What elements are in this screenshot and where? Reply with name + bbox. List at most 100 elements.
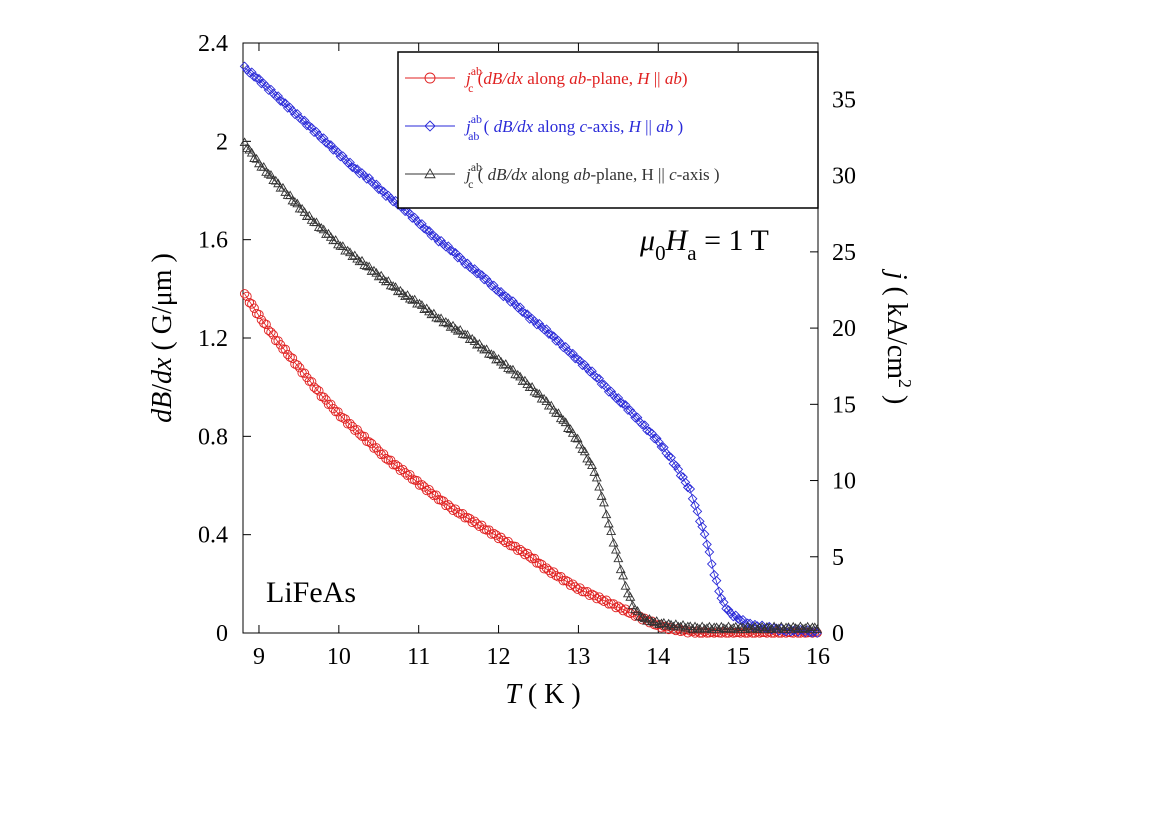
data-point-1-78 — [426, 230, 437, 241]
data-point-2-84 — [440, 317, 451, 326]
data-point-0-134 — [560, 575, 571, 586]
data-point-1-204 — [728, 611, 739, 622]
data-point-0-157 — [616, 603, 626, 613]
data-point-2-161 — [625, 592, 636, 601]
data-point-1-101 — [481, 274, 492, 284]
data-point-1-105 — [491, 285, 501, 295]
data-point-1-141 — [577, 360, 588, 371]
data-point-1-114 — [512, 302, 523, 313]
data-point-0-127 — [544, 565, 554, 576]
data-point-1-192 — [699, 529, 710, 539]
data-point-1-174 — [656, 442, 667, 452]
data-point-2-239 — [812, 624, 823, 634]
data-point-1-162 — [627, 408, 638, 419]
data-point-0-30 — [311, 384, 322, 394]
data-point-0-128 — [546, 568, 556, 578]
data-point-2-83 — [438, 317, 449, 327]
data-point-2-215 — [754, 622, 765, 632]
data-point-2-132 — [555, 413, 566, 423]
data-point-0-8 — [259, 318, 269, 328]
data-point-1-129 — [548, 331, 559, 342]
series-2 — [239, 137, 823, 634]
data-point-1-205 — [730, 610, 741, 621]
data-point-1-54 — [369, 179, 379, 190]
data-point-1-125 — [539, 324, 549, 335]
data-point-1-177 — [663, 451, 674, 461]
data-point-1-39 — [333, 147, 343, 158]
data-point-2-165 — [634, 611, 645, 621]
data-point-0-36 — [326, 399, 336, 409]
data-point-2-115 — [515, 371, 526, 381]
legend-label-2: jab c ( dB/dx along ab-plane, H || c-axis… — [464, 160, 720, 191]
data-point-1-203 — [726, 608, 736, 619]
data-point-1-184 — [680, 477, 691, 488]
data-point-0-97 — [472, 519, 482, 529]
data-point-1-24 — [297, 115, 307, 126]
data-point-2-152 — [603, 518, 614, 528]
data-point-1-15 — [275, 96, 286, 106]
data-point-2-121 — [529, 386, 540, 396]
data-point-0-146 — [589, 590, 600, 601]
data-point-2-192 — [699, 623, 710, 633]
data-point-1-186 — [685, 484, 696, 494]
data-point-1-46 — [349, 163, 360, 174]
data-point-1-34 — [321, 137, 331, 148]
data-point-1-58 — [378, 186, 389, 197]
data-point-1-106 — [493, 286, 504, 297]
legend-box — [397, 51, 819, 209]
x-tick-label-7: 16 — [806, 644, 830, 670]
data-point-1-40 — [335, 151, 346, 162]
data-point-1-6 — [254, 73, 264, 84]
data-point-1-82 — [436, 235, 446, 246]
data-point-1-59 — [381, 191, 391, 201]
data-point-2-146 — [589, 467, 600, 476]
data-point-1-37 — [328, 145, 339, 155]
data-point-2-82 — [436, 313, 447, 323]
data-point-2-43 — [342, 245, 353, 255]
data-point-2-229 — [788, 621, 799, 631]
data-point-1-166 — [637, 419, 648, 430]
data-point-1-4 — [249, 71, 260, 82]
data-point-2-38 — [330, 235, 341, 244]
data-point-1-73 — [414, 219, 425, 230]
data-point-2-16 — [277, 182, 288, 192]
data-point-2-5 — [251, 153, 262, 163]
data-point-0-62 — [388, 460, 398, 470]
data-point-0-63 — [390, 460, 401, 470]
data-point-1-168 — [642, 425, 652, 436]
data-point-1-167 — [639, 420, 650, 431]
data-point-2-135 — [563, 423, 574, 432]
data-point-0-118 — [522, 548, 532, 559]
data-point-1-210 — [742, 618, 753, 629]
data-point-1-152 — [603, 386, 614, 397]
data-point-1-201 — [721, 603, 731, 614]
data-point-0-48 — [354, 429, 365, 439]
data-point-1-55 — [371, 179, 382, 190]
legend-marker-0 — [424, 72, 436, 84]
data-point-2-153 — [606, 526, 617, 535]
sample-label: LiFeAs — [266, 576, 356, 609]
data-point-1-189 — [692, 506, 703, 517]
data-point-1-170 — [647, 428, 657, 439]
data-point-2-52 — [364, 261, 375, 271]
data-point-0-98 — [474, 521, 485, 532]
data-point-2-64 — [392, 286, 403, 296]
data-point-1-99 — [476, 270, 487, 280]
data-point-0-44 — [345, 418, 355, 429]
data-point-2-0 — [239, 137, 250, 147]
data-point-1-88 — [450, 248, 461, 258]
data-point-2-56 — [373, 271, 384, 281]
field-annotation: μ0Ha = 1 T — [639, 224, 769, 265]
data-point-2-238 — [809, 622, 820, 632]
data-point-2-123 — [534, 388, 545, 398]
data-point-2-163 — [630, 604, 641, 614]
tick-labels: 9 10 11 12 13 14 15 1600.40.81.21.622.405101520… — [198, 31, 856, 670]
data-point-2-210 — [742, 621, 753, 631]
data-point-2-131 — [553, 408, 564, 417]
data-point-2-20 — [287, 195, 298, 205]
data-point-1-130 — [551, 336, 561, 346]
data-point-0-17 — [280, 344, 290, 354]
data-point-1-16 — [278, 97, 288, 107]
data-point-2-21 — [289, 197, 300, 206]
data-point-2-155 — [610, 544, 621, 554]
